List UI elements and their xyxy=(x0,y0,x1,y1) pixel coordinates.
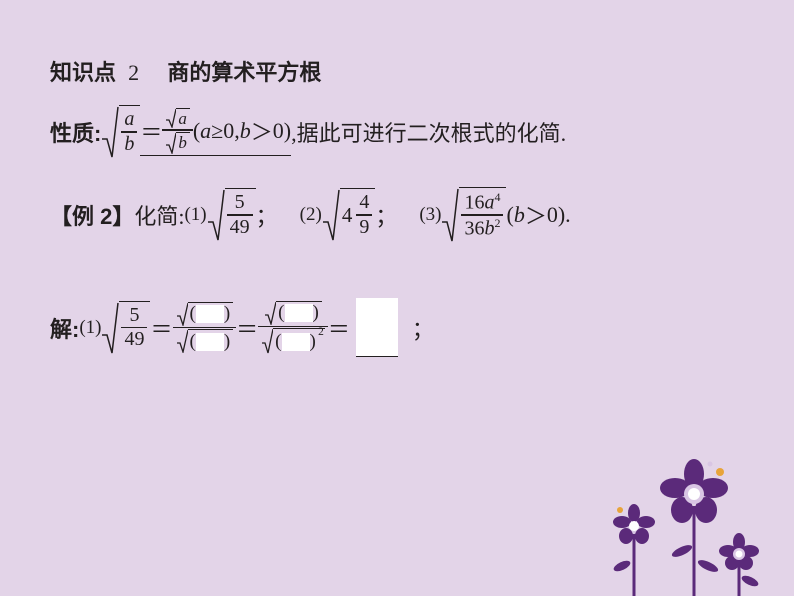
pc3: ) xyxy=(313,303,319,323)
pc4: )2 xyxy=(310,332,316,352)
radical-icon xyxy=(165,108,176,128)
p3-den-pow: 2 xyxy=(494,216,500,230)
radical-icon xyxy=(165,132,176,154)
sol-num: 5 xyxy=(126,305,142,326)
sol-p1-label: (1) xyxy=(79,317,101,339)
p3-cond-b: b xyxy=(514,202,525,228)
p3-cond-zero: 0). xyxy=(547,202,571,228)
p2-whole: 4 xyxy=(342,203,353,228)
p2-den: 9 xyxy=(356,217,372,238)
blank-1 xyxy=(196,305,224,323)
cond-z1: 0, xyxy=(223,118,240,144)
answer-underline xyxy=(356,298,398,357)
kp-number: 2 xyxy=(128,60,139,85)
sol-lhs: 5 49 xyxy=(101,301,150,355)
example-tag: 【例 2】 xyxy=(50,199,134,231)
p1-sqrt: 5 49 xyxy=(207,188,256,242)
p2-num: 4 xyxy=(356,192,372,213)
cond-z2: 0) xyxy=(273,118,291,144)
blank-2 xyxy=(196,333,224,351)
solution-label: 解: xyxy=(50,312,79,344)
sol-step1: ( ) ( ) xyxy=(173,302,237,353)
p3-num-pow: 4 xyxy=(494,190,500,204)
cond-open: ( xyxy=(193,118,200,144)
cond-b: b xyxy=(240,118,251,144)
example-verb: 化简: xyxy=(134,199,184,231)
p1-den: 49 xyxy=(227,217,253,238)
cond-ge: ≥ xyxy=(211,118,223,144)
radical-icon xyxy=(441,187,459,243)
rhs-num: a xyxy=(178,110,187,128)
property-tail: ,据此可进行二次根式的化简. xyxy=(291,116,566,148)
blank-4 xyxy=(282,333,310,351)
radical-icon xyxy=(176,302,188,326)
sol-den: 49 xyxy=(121,329,147,350)
radical-icon xyxy=(264,301,276,325)
decorative-flowers-icon xyxy=(564,436,784,596)
rhs-den: b xyxy=(178,134,187,152)
p3-num-var: a xyxy=(484,191,494,213)
knowledge-point-heading: 知识点 2 商的算术平方根 xyxy=(50,55,754,87)
property-label: 性质: xyxy=(50,116,101,148)
p2-sqrt: 4 4 9 xyxy=(322,188,376,242)
p1-num: 5 xyxy=(232,192,248,213)
kp-label: 知识点 xyxy=(50,60,116,85)
pc2: ) xyxy=(224,332,230,352)
radical-icon xyxy=(207,188,225,242)
p3-cond-gt: ＞ xyxy=(525,199,547,231)
sqrt-a-over-b: a b xyxy=(101,105,140,159)
prop-lhs-num: a xyxy=(121,109,137,130)
radical-icon xyxy=(101,105,119,159)
p3-sqrt: 16a4 36b2 xyxy=(441,187,506,243)
p2-label: (2) xyxy=(300,204,322,226)
p3-den-var: b xyxy=(484,217,494,239)
example-line: 【例 2】 化简: (1) 5 49 ； (2) 4 4 xyxy=(50,187,754,243)
blank-3 xyxy=(285,304,313,322)
radical-icon xyxy=(261,328,273,354)
eq3: ＝ xyxy=(328,312,350,344)
cond-gt: ＞ xyxy=(251,115,273,147)
property-line: 性质: a b ＝ a xyxy=(50,105,754,159)
radical-icon xyxy=(101,301,119,355)
prop-lhs-den: b xyxy=(121,134,137,155)
pc1: ) xyxy=(224,304,230,324)
radical-icon xyxy=(176,329,188,353)
semi1: ； xyxy=(256,199,278,231)
property-equals-part: ＝ a b ( a ≥ 0, b xyxy=(140,108,291,155)
p1-label: (1) xyxy=(184,204,206,226)
solution-line: 解: (1) 5 49 ＝ ( ) xyxy=(50,298,754,357)
p3-label: (3) xyxy=(419,204,441,226)
p3-cond-open: ( xyxy=(506,202,513,228)
p3-den-coef: 36 xyxy=(464,217,484,239)
semi2: ； xyxy=(375,199,397,231)
eq2: ＝ xyxy=(236,312,258,344)
blank-answer xyxy=(356,298,398,356)
eq-sign: ＝ xyxy=(140,115,162,147)
radical-icon xyxy=(322,188,340,242)
final-semi: ； xyxy=(412,312,434,344)
kp-title: 商的算术平方根 xyxy=(167,60,321,85)
sol-step2: ( ) ( )2 xyxy=(258,301,328,354)
cond-a: a xyxy=(200,118,211,144)
eq1: ＝ xyxy=(150,312,172,344)
p3-num-coef: 16 xyxy=(464,191,484,213)
